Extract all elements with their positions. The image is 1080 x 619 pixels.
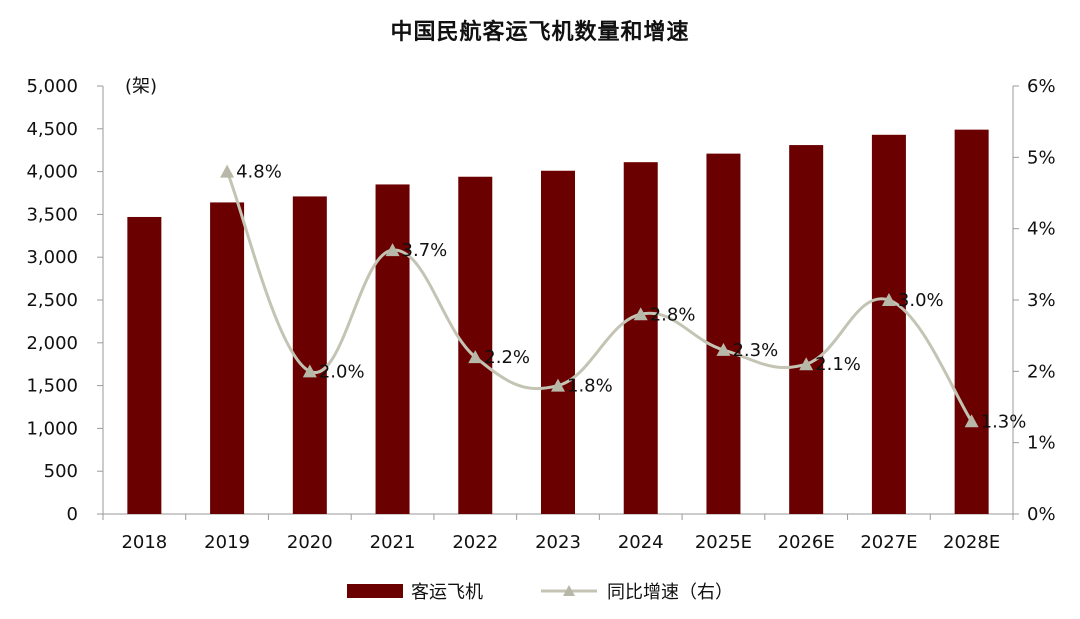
x-tick-label: 2025E (695, 532, 752, 553)
left-tick-label: 3,500 (26, 204, 78, 225)
x-tick-label: 2020 (287, 532, 333, 553)
left-tick-label: 5,000 (26, 76, 78, 97)
left-tick-label: 4,000 (26, 162, 78, 183)
x-tick-label: 2026E (778, 532, 835, 553)
right-tick-label: 1% (1027, 433, 1056, 454)
growth-data-label: 3.7% (402, 240, 448, 261)
legend: 客运飞机 同比增速（右） (0, 578, 1080, 604)
bar (292, 196, 327, 514)
bar (541, 170, 575, 514)
bar (210, 202, 245, 514)
growth-line (225, 171, 973, 423)
growth-data-label: 4.8% (236, 162, 282, 183)
right-tick-label: 2% (1027, 361, 1056, 382)
bar (706, 153, 741, 514)
x-tick-label: 2022 (452, 532, 498, 553)
axes-layer: 0 500 1,000 1,500 2,000 2,500 3,000 3,500 4,000 4… (26, 76, 1055, 553)
growth-point (633, 307, 648, 321)
chart-title: 中国民航客运飞机数量和增速 (390, 20, 690, 45)
x-tick-label: 2023 (535, 532, 581, 553)
left-tick-label: 0 (67, 504, 78, 525)
x-tick-label: 2028E (943, 532, 1000, 553)
right-tick-label: 3% (1027, 290, 1056, 311)
left-tick-label: 2,500 (26, 290, 78, 311)
growth-data-label: 2.0% (319, 361, 365, 382)
x-tick-label: 2027E (860, 532, 917, 553)
bars-layer (127, 129, 989, 515)
growth-data-label: 2.8% (650, 304, 696, 325)
growth-data-label: 3.0% (898, 290, 944, 311)
growth-data-label: 1.8% (567, 376, 613, 397)
bar (871, 134, 906, 515)
legend-line-swatch (541, 585, 597, 596)
left-tick-label: 4,500 (26, 119, 78, 140)
growth-data-label: 1.3% (981, 411, 1027, 432)
bar (623, 162, 658, 514)
growth-line-layer (220, 164, 979, 428)
legend-item-line: 同比增速（右） (539, 578, 733, 604)
bar (375, 184, 410, 514)
growth-point (220, 164, 235, 178)
chart-svg: 0 500 1,000 1,500 2,000 2,500 3,000 3,500 4,000 4… (26, 76, 1055, 553)
legend-bar-swatch (347, 584, 403, 598)
left-tick-label: 2,000 (26, 333, 78, 354)
legend-line-label: 同比增速（右） (607, 582, 733, 603)
x-tick-label: 2024 (618, 532, 664, 553)
x-tick-label: 2018 (121, 532, 167, 553)
left-tick-label: 1,000 (26, 418, 78, 439)
growth-point (551, 378, 565, 392)
growth-data-label: 2.3% (732, 340, 778, 361)
growth-point (799, 357, 814, 371)
right-tick-label: 5% (1027, 147, 1056, 168)
growth-point (716, 342, 731, 356)
growth-data-label: 2.1% (815, 354, 861, 375)
legend-item-bars: 客运飞机 (347, 578, 483, 604)
bar (954, 129, 989, 514)
left-tick-label: 500 (44, 461, 78, 482)
right-tick-label: 0% (1027, 504, 1056, 525)
legend-bar-label: 客运飞机 (411, 582, 483, 603)
left-tick-label: 1,500 (26, 376, 78, 397)
x-tick-label: 2021 (370, 532, 416, 553)
left-tick-label: 3,000 (26, 247, 78, 268)
growth-point (964, 414, 979, 428)
growth-data-label: 2.2% (484, 347, 530, 368)
labels-layer: 4.8% 2.0% 3.7% 2.2% 1.8% 2.8% 2.3% 2.1% 3.0% 1.3% (236, 162, 1026, 433)
x-tick-label: 2019 (204, 532, 250, 553)
right-tick-label: 6% (1027, 76, 1056, 97)
growth-point (302, 364, 317, 378)
bar (789, 145, 824, 514)
bar (127, 216, 162, 514)
growth-point (385, 243, 400, 257)
growth-point (468, 350, 483, 364)
growth-point (881, 293, 896, 306)
right-tick-label: 4% (1027, 219, 1056, 240)
left-axis-unit: (架) (125, 76, 157, 97)
